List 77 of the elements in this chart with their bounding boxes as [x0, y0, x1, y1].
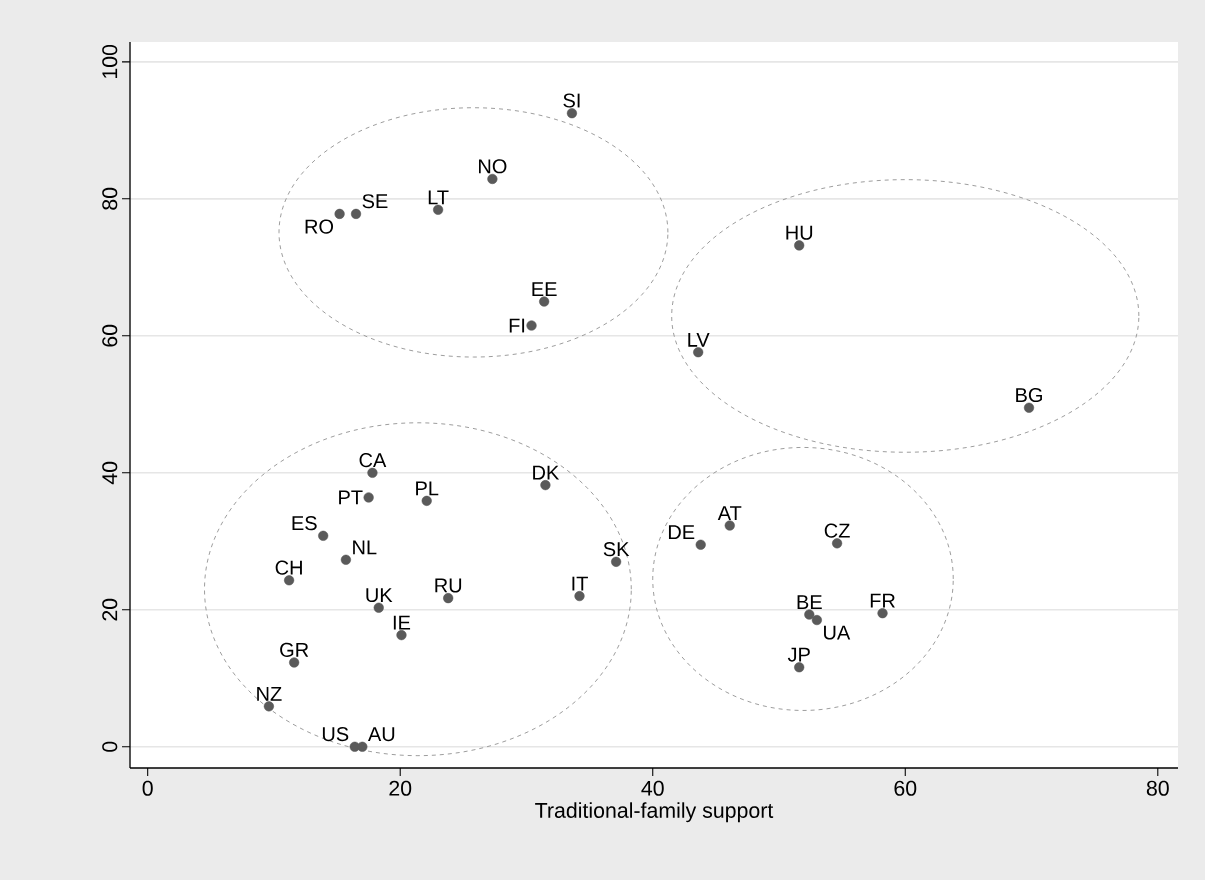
point [794, 662, 805, 673]
annotation: UK [366, 588, 393, 603]
point [804, 609, 815, 620]
point [487, 173, 498, 185]
annotation: IE [393, 615, 411, 630]
annotation: NL [353, 540, 377, 555]
point [611, 556, 622, 567]
y-tick-label: 40 [102, 461, 118, 485]
annotation: FI [509, 318, 525, 333]
annotation: NZ [257, 686, 282, 701]
point [421, 495, 432, 506]
point [318, 530, 329, 541]
x-tick-label: 0 [142, 780, 153, 796]
annotation: LV [688, 332, 710, 347]
annotation: CZ [824, 523, 850, 538]
annotation: RO [305, 219, 334, 234]
point [433, 204, 444, 215]
annotation: CH [275, 560, 302, 575]
x-tick-label: 40 [641, 780, 664, 796]
point [334, 208, 345, 219]
point [574, 591, 585, 602]
annotation: EE [532, 282, 557, 296]
point [289, 657, 300, 668]
y-tick-label: 100 [102, 44, 118, 79]
point [396, 630, 407, 641]
annotation: PL [416, 481, 439, 496]
point [877, 608, 888, 619]
annotation: AU [367, 727, 395, 742]
point [693, 347, 704, 358]
point [357, 741, 368, 752]
annotation: UA [824, 625, 851, 640]
point [363, 492, 374, 503]
annotation: GR [280, 642, 309, 657]
point [373, 602, 384, 613]
y-tick-label: 80 [102, 187, 118, 210]
point [539, 296, 550, 307]
y-tick-label: 20 [102, 598, 118, 621]
annotation: HU [786, 225, 813, 240]
point [811, 614, 822, 626]
annotation: BG [1016, 387, 1042, 403]
annotation: ES [292, 516, 317, 531]
point [832, 538, 843, 549]
annotation: DE [668, 525, 695, 540]
point [263, 701, 274, 712]
point [794, 240, 805, 251]
point [443, 593, 454, 604]
point [695, 539, 706, 550]
point [367, 467, 378, 478]
annotation: NO [479, 159, 507, 174]
point [566, 108, 577, 119]
x-tick-label: 60 [894, 780, 917, 796]
annotation: IT [572, 576, 588, 591]
x-axis-title: Traditional-family support [535, 802, 774, 823]
point [526, 320, 537, 331]
annotation: AT [717, 506, 742, 520]
annotation: FR [870, 593, 895, 608]
annotation: BE [797, 595, 822, 609]
annotation: DK [533, 465, 560, 480]
point [724, 520, 735, 531]
point [1023, 402, 1035, 413]
point [340, 554, 351, 565]
annotation: LT [428, 190, 449, 205]
x-tick-label: 20 [389, 780, 412, 796]
annotation: US [322, 726, 349, 742]
annotation: SK [603, 542, 630, 557]
annotation: RU [435, 578, 462, 593]
y-tick-label: 0 [102, 741, 118, 752]
y-tick-label: 60 [102, 324, 118, 347]
point [350, 208, 362, 219]
annotation: PT [339, 490, 363, 505]
point [284, 575, 295, 586]
x-tick-label: 80 [1146, 780, 1169, 796]
point [540, 480, 551, 491]
annotation: JP [787, 647, 810, 662]
annotation: SE [362, 194, 388, 209]
annotation: SI [563, 93, 580, 108]
annotation: CA [359, 453, 387, 468]
